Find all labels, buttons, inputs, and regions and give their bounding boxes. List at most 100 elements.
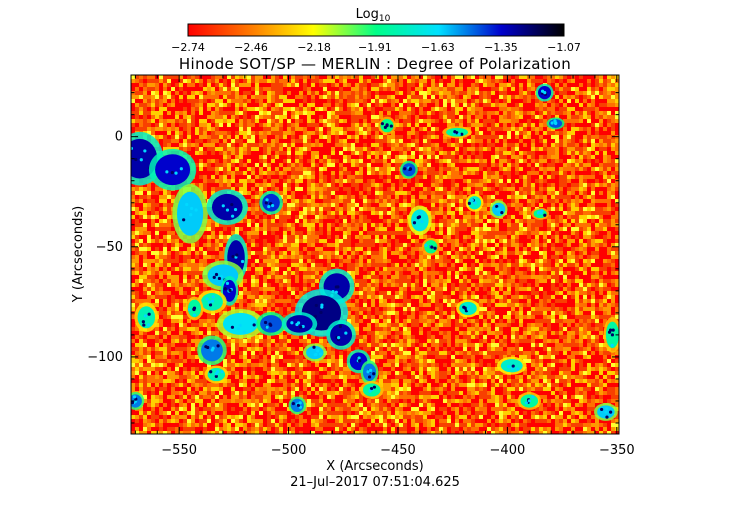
polarization-speckle: [553, 119, 557, 123]
polarization-speckle: [187, 307, 192, 312]
y-tick-label: −50: [96, 240, 123, 255]
polarization-speckle: [236, 327, 241, 331]
colorbar-label-subscript: 10: [379, 14, 391, 24]
polarization-speckle: [185, 202, 189, 207]
polarization-speckle: [143, 314, 148, 318]
polarization-speckle: [467, 201, 471, 205]
polarization-speckle: [543, 213, 547, 217]
polarization-speckle: [230, 202, 234, 207]
polarization-speckle: [368, 368, 373, 373]
polarization-speckle: [408, 167, 412, 171]
colorbar: [187, 23, 565, 37]
polarization-speckle: [192, 306, 197, 310]
x-tick-label: −350: [599, 443, 635, 458]
polarization-speckle: [267, 204, 271, 209]
polarization-speckle: [369, 386, 374, 391]
polarization-speckle: [366, 370, 370, 374]
polarization-speckle: [338, 324, 342, 328]
polarization-speckle: [372, 372, 376, 376]
polarization-speckle: [230, 325, 235, 329]
polarization-speckle: [298, 401, 302, 405]
polarization-speckle: [453, 130, 457, 134]
polarization-speckle: [368, 389, 372, 393]
polarization-speckle: [600, 407, 604, 412]
polarization-speckle: [301, 324, 305, 329]
polarization-speckle: [214, 372, 218, 376]
polarization-speckle: [174, 171, 178, 175]
polarization-speckle: [165, 170, 169, 174]
colorbar-tick-label: −2.46: [234, 41, 268, 54]
polarization-speckle: [139, 158, 143, 162]
polarization-speckle: [216, 344, 220, 348]
polarization-speckle: [223, 287, 227, 291]
polarization-speckle: [610, 343, 614, 347]
colorbar-label-base: Log: [356, 7, 379, 22]
polarization-speckle: [240, 259, 245, 264]
polarization-speckle: [290, 321, 294, 325]
polarization-speckle: [252, 323, 256, 327]
colorbar-tick-label: −2.74: [171, 41, 205, 54]
polarization-speckle: [268, 322, 272, 326]
polarization-feature: [411, 209, 429, 232]
polarization-speckle: [609, 410, 613, 414]
polarization-speckle: [496, 207, 500, 211]
colorbar-tick-label: −1.07: [547, 41, 581, 54]
polarization-speckle: [206, 345, 210, 350]
polarization-speckle: [605, 415, 609, 419]
polarization-speckle: [210, 299, 215, 303]
colorbar-ticks: −2.74 −2.46 −2.18 −1.91 −1.63 −1.35 −1.07: [171, 41, 581, 54]
polarization-speckle: [511, 367, 515, 371]
plot-frame: [130, 74, 620, 435]
polarization-speckle: [495, 204, 499, 209]
polarization-speckle: [212, 275, 216, 279]
x-tick-label: −550: [161, 443, 197, 458]
polarization-speckle: [507, 365, 511, 369]
polarization-speckle: [314, 303, 318, 308]
x-axis-label: X (Arcseconds): [326, 459, 423, 474]
polarization-speckle: [142, 323, 146, 327]
polarization-speckle: [460, 132, 464, 136]
polarization-speckle: [147, 312, 151, 316]
polarization-speckle: [540, 209, 544, 213]
polarization-speckle: [511, 364, 515, 368]
polarization-speckle: [358, 359, 362, 363]
polarization-speckle: [235, 253, 239, 257]
polarization-speckle: [225, 208, 230, 212]
polarization-speckle: [524, 401, 528, 405]
polarization-speckle: [131, 401, 135, 405]
x-axis: −550 −500 −450 −400 −350: [134, 75, 635, 458]
polarization-speckle: [313, 314, 317, 318]
polarization-speckle: [214, 272, 219, 277]
polarization-speckle: [367, 375, 372, 379]
polarization-speckle: [605, 407, 609, 411]
polarization-speckle: [143, 149, 147, 153]
polarization-speckle: [412, 221, 417, 225]
chart-title: Hinode SOT/SP — MERLIN : Degree of Polar…: [179, 55, 571, 73]
polarization-speckle: [611, 328, 615, 332]
timestamp: 21–Jul–2017 07:51:04.625: [290, 475, 460, 490]
polarization-speckle: [217, 276, 222, 281]
colorbar-tick-label: −1.91: [358, 41, 392, 54]
polarization-speckle: [192, 313, 196, 317]
polarization-speckle: [233, 207, 238, 212]
polarization-speckle: [220, 370, 224, 374]
polarization-speckle: [420, 220, 424, 224]
polarization-speckle: [470, 198, 474, 202]
polarization-speckle: [146, 323, 151, 327]
polarization-feature: [211, 193, 243, 221]
polarization-speckle: [316, 349, 320, 353]
polarization-speckle: [225, 281, 230, 285]
polarization-speckle: [417, 215, 422, 219]
y-axis: 0 −50 −100: [87, 92, 619, 424]
polarization-speckle: [344, 331, 348, 335]
polarization-speckle: [131, 146, 134, 151]
polarization-speckle: [271, 203, 275, 208]
polarization-speckle: [182, 218, 186, 222]
polarization-feature: [330, 323, 353, 346]
polarization-speckle: [610, 333, 615, 337]
polarization-speckle: [228, 288, 232, 292]
x-tick-label: −500: [271, 443, 307, 458]
polarization-speckle: [457, 132, 461, 136]
polarization-speckle: [134, 157, 138, 162]
polarization-speckle: [334, 285, 338, 289]
